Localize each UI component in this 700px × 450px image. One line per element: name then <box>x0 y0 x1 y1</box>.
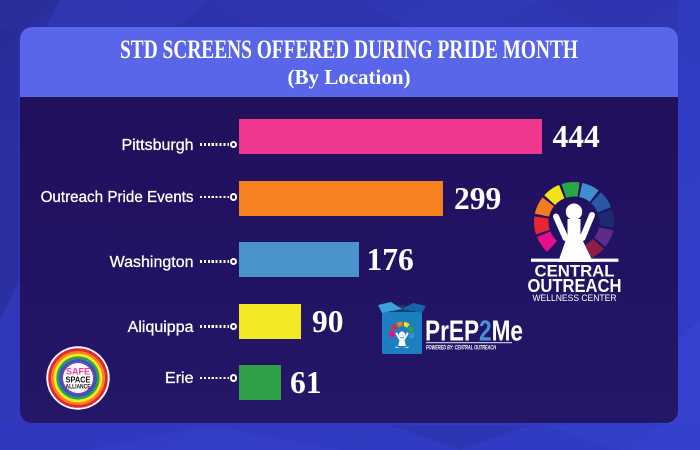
svg-text:WELLNESS CENTER: WELLNESS CENTER <box>533 293 617 304</box>
svg-text:SAFE: SAFE <box>66 366 90 376</box>
svg-text:ALLIANCE: ALLIANCE <box>66 384 91 390</box>
svg-text:POWERED BY: CENTRAL OUTREACH: POWERED BY: CENTRAL OUTREACH <box>426 345 496 352</box>
svg-text:CENTRAL: CENTRAL <box>535 262 615 280</box>
svg-text:PrEP2Me: PrEP2Me <box>425 316 523 348</box>
svg-text:SPACE: SPACE <box>66 375 92 384</box>
svg-text:OUTREACH: OUTREACH <box>528 276 622 296</box>
